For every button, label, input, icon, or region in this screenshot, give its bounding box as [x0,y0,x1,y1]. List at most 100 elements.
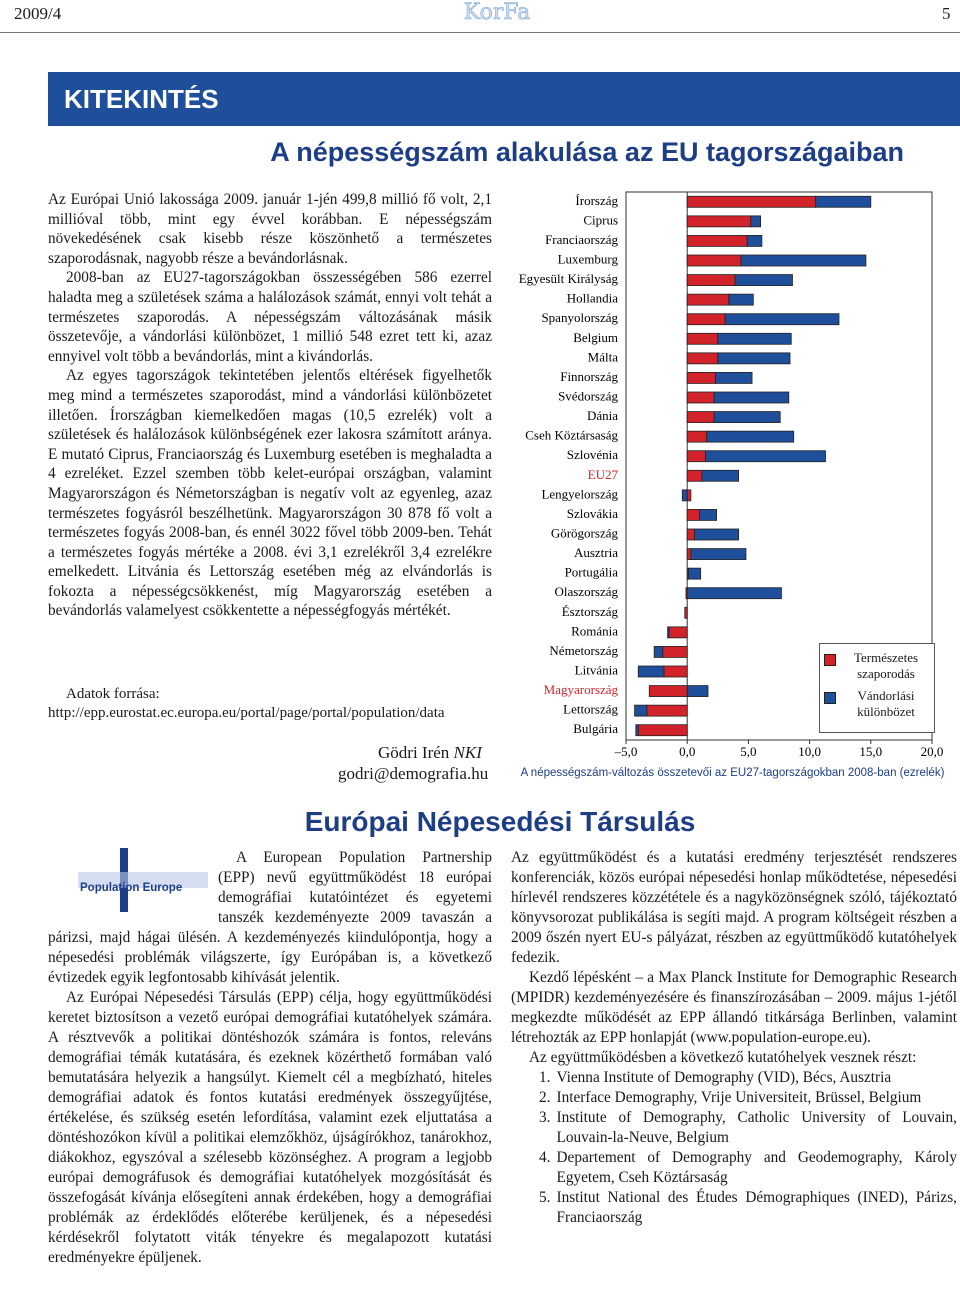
bar-segment [686,548,692,560]
category-label: Egyesült Királyság [519,271,619,286]
category-label: Lengyelország [541,486,618,501]
chart-caption: A népességszám-változás összetevői az EU… [520,767,945,779]
author-name: Gödri Irén [378,743,450,762]
bar-segment [694,528,740,541]
bar-segment [686,274,736,286]
category-label: Svédország [558,388,618,403]
category-label: Írország [575,193,618,208]
bar-segment [686,685,709,697]
category-label: Észtország [562,604,619,619]
bar-segment [648,685,688,697]
bar-segment [686,254,742,267]
bar-segment [815,195,872,208]
bar-segment [637,665,665,678]
bar-segment [686,430,708,443]
category-label: Ciprus [583,212,618,227]
list-text: Institute of Demography, Catholic Univer… [556,1109,957,1146]
bar-segment [635,724,639,737]
category-label: Bulgária [573,721,618,736]
author-org: NKI [453,743,482,762]
list-item: 4. Departement of Demography and Geodemog… [511,1148,957,1188]
x-tick-label: 20,0 [921,744,944,759]
article-title: A népességszám alakulása az EU tagország… [270,137,904,167]
bar-segment [686,411,715,423]
bar-segment [653,646,664,658]
bar-segment [706,430,795,443]
bar-segment [686,313,726,326]
list-text: Departement of Demography and Geodemogra… [556,1149,957,1186]
list-text: Institut National des Études Démographiq… [556,1189,957,1226]
category-label: Litvánia [575,662,619,677]
bar-segment [684,606,688,619]
paragraph: Az egyes tagországok tekintetében jelent… [48,367,492,620]
bar-segment [686,332,719,345]
list-number: 5. [539,1189,551,1206]
logo: Population Europe [48,848,216,912]
category-label: Románia [571,623,618,638]
legend-item: Vándorlási különbözet [824,688,930,720]
email: godri@demografia.hu [338,764,489,783]
list-item: 2. Interface Demography, Vrije Universite… [511,1088,957,1108]
bar-segment [746,235,763,247]
bar-segment [699,509,717,521]
bar-segment [717,352,791,365]
bar-segment [637,724,688,737]
category-label: Görögország [551,525,619,540]
category-label: Dánia [587,408,618,423]
bar-segment [701,469,740,482]
source-label: Adatok forrása: [66,686,160,702]
paragraph: Az Európai Unió lakossága 2009. január 1… [48,191,492,267]
bar-segment [688,567,702,580]
legend-swatch [824,654,836,666]
category-label: Franciaország [545,232,618,247]
journal-name: KorFa [463,0,531,25]
legend: Természetes szaporodás Vándorlási különbö… [819,643,935,733]
paragraph: Az együttműködést és a kutatási eredmény… [511,849,957,966]
issue: 2009/4 [14,4,62,23]
bar-segment [634,704,648,717]
list-number: 1. [539,1069,551,1086]
bar-segment [686,215,752,228]
bar-segment [734,274,793,286]
header-rule [0,32,960,33]
legend-label: Természetes szaporodás [853,650,919,681]
bar-segment [686,235,748,247]
logo-graphic [78,848,208,912]
paragraph: Az együttműködésben a következő kutatóhe… [529,1049,917,1066]
bar-segment [713,391,790,404]
bar-segment [686,372,716,384]
bar-segment [690,548,747,560]
list-item: 5. Institut National des Études Démograph… [511,1188,957,1228]
epp-right-column: Az együttműködést és a kutatási eredmény… [511,848,957,1292]
bar-segment [728,293,754,306]
paragraph: 2008-ban az EU27-tagországokban összessé… [48,269,492,365]
paragraph: Az Európai Népesedési Társulás (EPP) cél… [48,989,492,1266]
bar-segment [686,509,700,521]
list-number: 4. [539,1149,551,1166]
bar-segment [686,528,695,541]
category-label: Magyarország [544,682,619,697]
bar-segment [686,587,782,600]
bar-segment [750,215,762,228]
list-number: 2. [539,1089,551,1106]
paragraph: Kezdő lépésként – a Max Planck Institute… [511,969,957,1046]
bar-segment [681,489,688,502]
category-label: Hollandia [567,291,618,306]
legend-item: Természetes szaporodás [824,650,930,682]
x-tick-label: 0,0 [679,744,695,759]
list-item: 1. Vienna Institute of Demography (VID), … [511,1068,957,1088]
list-number: 3. [539,1109,551,1126]
x-tick-label: 5,0 [740,744,756,759]
bar-segment [667,626,670,639]
bar-segment [713,411,781,423]
page-number: 5 [942,4,951,23]
epp-title: Európai Népesedési Társulás [304,806,696,837]
bar-segment [714,372,753,384]
category-label: Szlovákia [567,506,618,521]
bar-segment [662,646,688,658]
list-text: Vienna Institute of Demography (VID), Bé… [556,1069,892,1086]
category-label: Portugália [565,565,619,580]
x-tick-label: –5,0 [614,744,638,759]
epp-left-column: Population Europe A European Population … [48,848,492,1292]
